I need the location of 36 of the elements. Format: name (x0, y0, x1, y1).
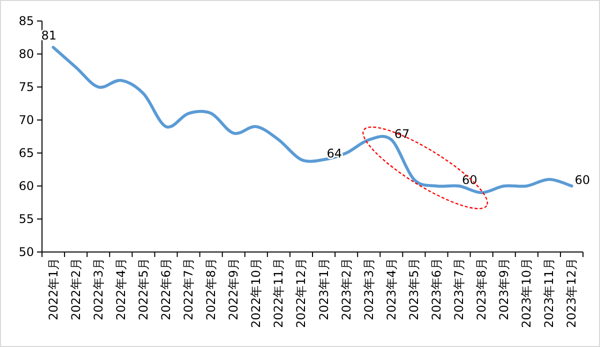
y-tick-label: 50 (18, 245, 34, 259)
x-tick-label: 2023年10月 (520, 258, 534, 328)
y-tick-label: 65 (18, 146, 34, 160)
x-tick-label: 2023年5月 (406, 258, 421, 320)
y-tick-label: 55 (18, 212, 34, 226)
x-tick-label: 2023年4月 (384, 258, 398, 320)
x-tick-label: 2023年11月 (542, 258, 556, 328)
x-tick-label: 2023年9月 (497, 258, 512, 320)
x-tick-label: 2023年12月 (564, 258, 579, 328)
x-tick-label: 2022年9月 (226, 258, 241, 320)
x-tick-label: 2022年5月 (136, 258, 150, 320)
x-tick-label: 2022年2月 (68, 258, 83, 320)
x-tick-label: 2023年2月 (339, 258, 354, 320)
x-tick-label: 2022年12月 (294, 258, 308, 328)
x-tick-label: 2022年4月 (114, 258, 128, 320)
data-label: 60 (462, 173, 478, 187)
x-tick-label: 2022年7月 (182, 258, 196, 320)
x-tick-label: 2023年7月 (452, 258, 466, 320)
x-tick-label: 2023年6月 (429, 258, 444, 320)
x-tick-label: 2023年3月 (362, 258, 376, 320)
y-tick-label: 85 (18, 14, 34, 28)
x-tick-label: 2022年10月 (249, 258, 264, 328)
x-tick-label: 2023年1月 (316, 258, 331, 320)
line-series (52, 46, 574, 194)
y-tick-label: 60 (18, 179, 34, 193)
y-tick-label: 70 (18, 113, 34, 127)
y-tick-label: 75 (18, 80, 34, 94)
x-tick-label: 2022年11月 (272, 258, 286, 328)
y-tick-label: 80 (18, 47, 34, 61)
x-tick-label: 2022年1月 (46, 258, 60, 320)
data-label: 60 (574, 173, 590, 187)
x-tick-label: 2022年3月 (91, 258, 106, 320)
x-tick-label: 2022年6月 (158, 258, 173, 320)
x-tick-label: 2022年8月 (204, 258, 218, 320)
x-tick-label: 2023年8月 (474, 258, 489, 320)
data-label: 67 (394, 126, 410, 141)
